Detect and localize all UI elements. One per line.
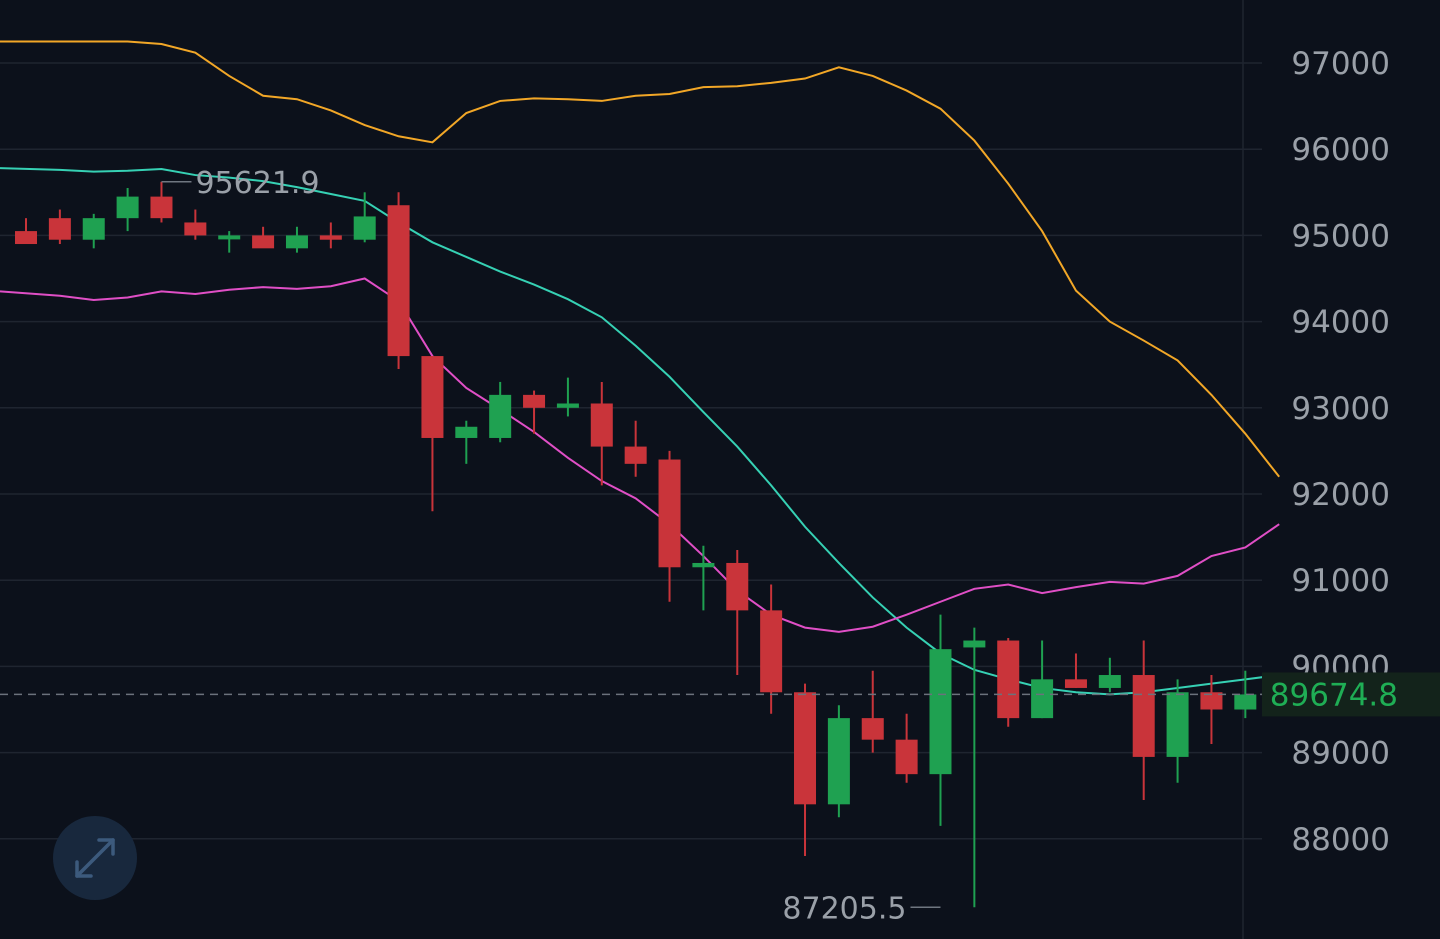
candle-down xyxy=(252,226,275,249)
y-tick-label: 88000 xyxy=(1291,822,1390,858)
current-price-label: 89674.8 xyxy=(1270,677,1398,713)
y-tick-label: 92000 xyxy=(1291,477,1390,513)
expand-arrows-icon xyxy=(75,838,115,878)
candle-down xyxy=(590,381,613,486)
candle-body xyxy=(421,356,444,438)
candle-up xyxy=(353,192,376,243)
candle-down xyxy=(794,683,817,857)
candle-down xyxy=(387,192,410,370)
lower-band-line xyxy=(0,277,1280,633)
candle-up xyxy=(1098,657,1121,693)
candle-body xyxy=(895,739,918,775)
candle-body xyxy=(1200,692,1223,710)
candle-down xyxy=(1064,653,1087,688)
y-tick-label: 93000 xyxy=(1291,391,1390,427)
candle-up xyxy=(455,420,478,464)
y-tick-label: 94000 xyxy=(1291,305,1390,341)
candle-down xyxy=(895,713,918,783)
candle-up xyxy=(218,231,241,253)
candle-down xyxy=(760,584,783,714)
candle-up xyxy=(963,627,986,908)
candle-down xyxy=(150,181,173,223)
candle-up xyxy=(1166,679,1189,783)
candle-up xyxy=(827,705,850,818)
candle-body xyxy=(489,394,512,438)
candle-body xyxy=(252,235,275,249)
candle-body xyxy=(48,218,71,240)
candle-down xyxy=(1200,675,1223,744)
grid-lines xyxy=(0,0,1262,939)
candle-up xyxy=(929,614,952,826)
candle-up xyxy=(285,226,308,253)
current-price-line: 89674.8 xyxy=(0,672,1440,717)
candle-body xyxy=(794,692,817,805)
candle-body xyxy=(116,196,139,219)
candle-up xyxy=(692,545,715,611)
candle-body xyxy=(590,403,613,447)
candle-body xyxy=(82,218,105,240)
bollinger-bands xyxy=(0,40,1280,696)
price-axis: 9700096000950009400093000920009100090000… xyxy=(1291,46,1390,858)
current-price-tag xyxy=(1262,672,1440,717)
candle-down xyxy=(861,670,884,753)
candle-down xyxy=(1132,640,1155,801)
candle-body xyxy=(963,640,986,648)
candle-body xyxy=(1031,679,1054,719)
candle-up xyxy=(556,377,579,417)
candle-body xyxy=(523,394,546,408)
candle-body xyxy=(15,231,37,245)
candle-up xyxy=(489,381,512,443)
candle-down xyxy=(523,390,546,434)
y-tick-label: 97000 xyxy=(1291,46,1390,82)
candle-down xyxy=(15,218,37,245)
candle-body xyxy=(1132,675,1155,757)
candle-body xyxy=(760,610,783,693)
y-tick-label: 95000 xyxy=(1291,218,1390,254)
candle-body xyxy=(1234,694,1257,710)
candle-up xyxy=(82,213,105,249)
candle-body xyxy=(556,403,579,408)
candle-body xyxy=(827,718,850,805)
candle-down xyxy=(624,420,647,477)
candle-down xyxy=(319,222,342,249)
candle-body xyxy=(861,718,884,740)
candle-up xyxy=(1234,670,1257,719)
y-tick-label: 91000 xyxy=(1291,563,1390,599)
candle-body xyxy=(658,459,681,568)
candle-body xyxy=(1098,675,1121,688)
candle-body xyxy=(692,562,715,568)
candle-body xyxy=(218,235,241,240)
candle-down xyxy=(184,209,207,240)
candle-body xyxy=(150,196,173,219)
y-tick-label: 96000 xyxy=(1291,132,1390,168)
candle-body xyxy=(353,216,376,240)
candle-body xyxy=(285,235,308,249)
candle-body xyxy=(997,640,1020,719)
candle-down xyxy=(658,450,681,602)
low-marker-label: 87205.5 xyxy=(782,891,906,926)
candle-body xyxy=(726,562,749,611)
candle-body xyxy=(1166,692,1189,757)
candle-down xyxy=(726,550,749,676)
upper-band-line xyxy=(0,40,1280,478)
candle-body xyxy=(624,446,647,464)
candle-down xyxy=(48,209,71,245)
candle-body xyxy=(455,426,478,438)
candle-body xyxy=(184,222,207,236)
candle-down xyxy=(997,637,1020,727)
high-marker-label: 95621.9 xyxy=(195,166,319,201)
candle-body xyxy=(387,205,410,357)
candle-body xyxy=(1064,679,1087,688)
candle-body xyxy=(929,649,952,775)
middle-band-line xyxy=(0,167,1280,696)
y-tick-label: 89000 xyxy=(1291,736,1390,772)
candle-down xyxy=(421,356,444,512)
extreme-markers: 95621.9 87205.5 xyxy=(161,166,941,926)
expand-button[interactable] xyxy=(53,816,137,900)
candle-body xyxy=(319,235,342,240)
candle-up xyxy=(116,187,139,232)
candle-up xyxy=(1031,640,1054,719)
candles xyxy=(15,181,1257,908)
